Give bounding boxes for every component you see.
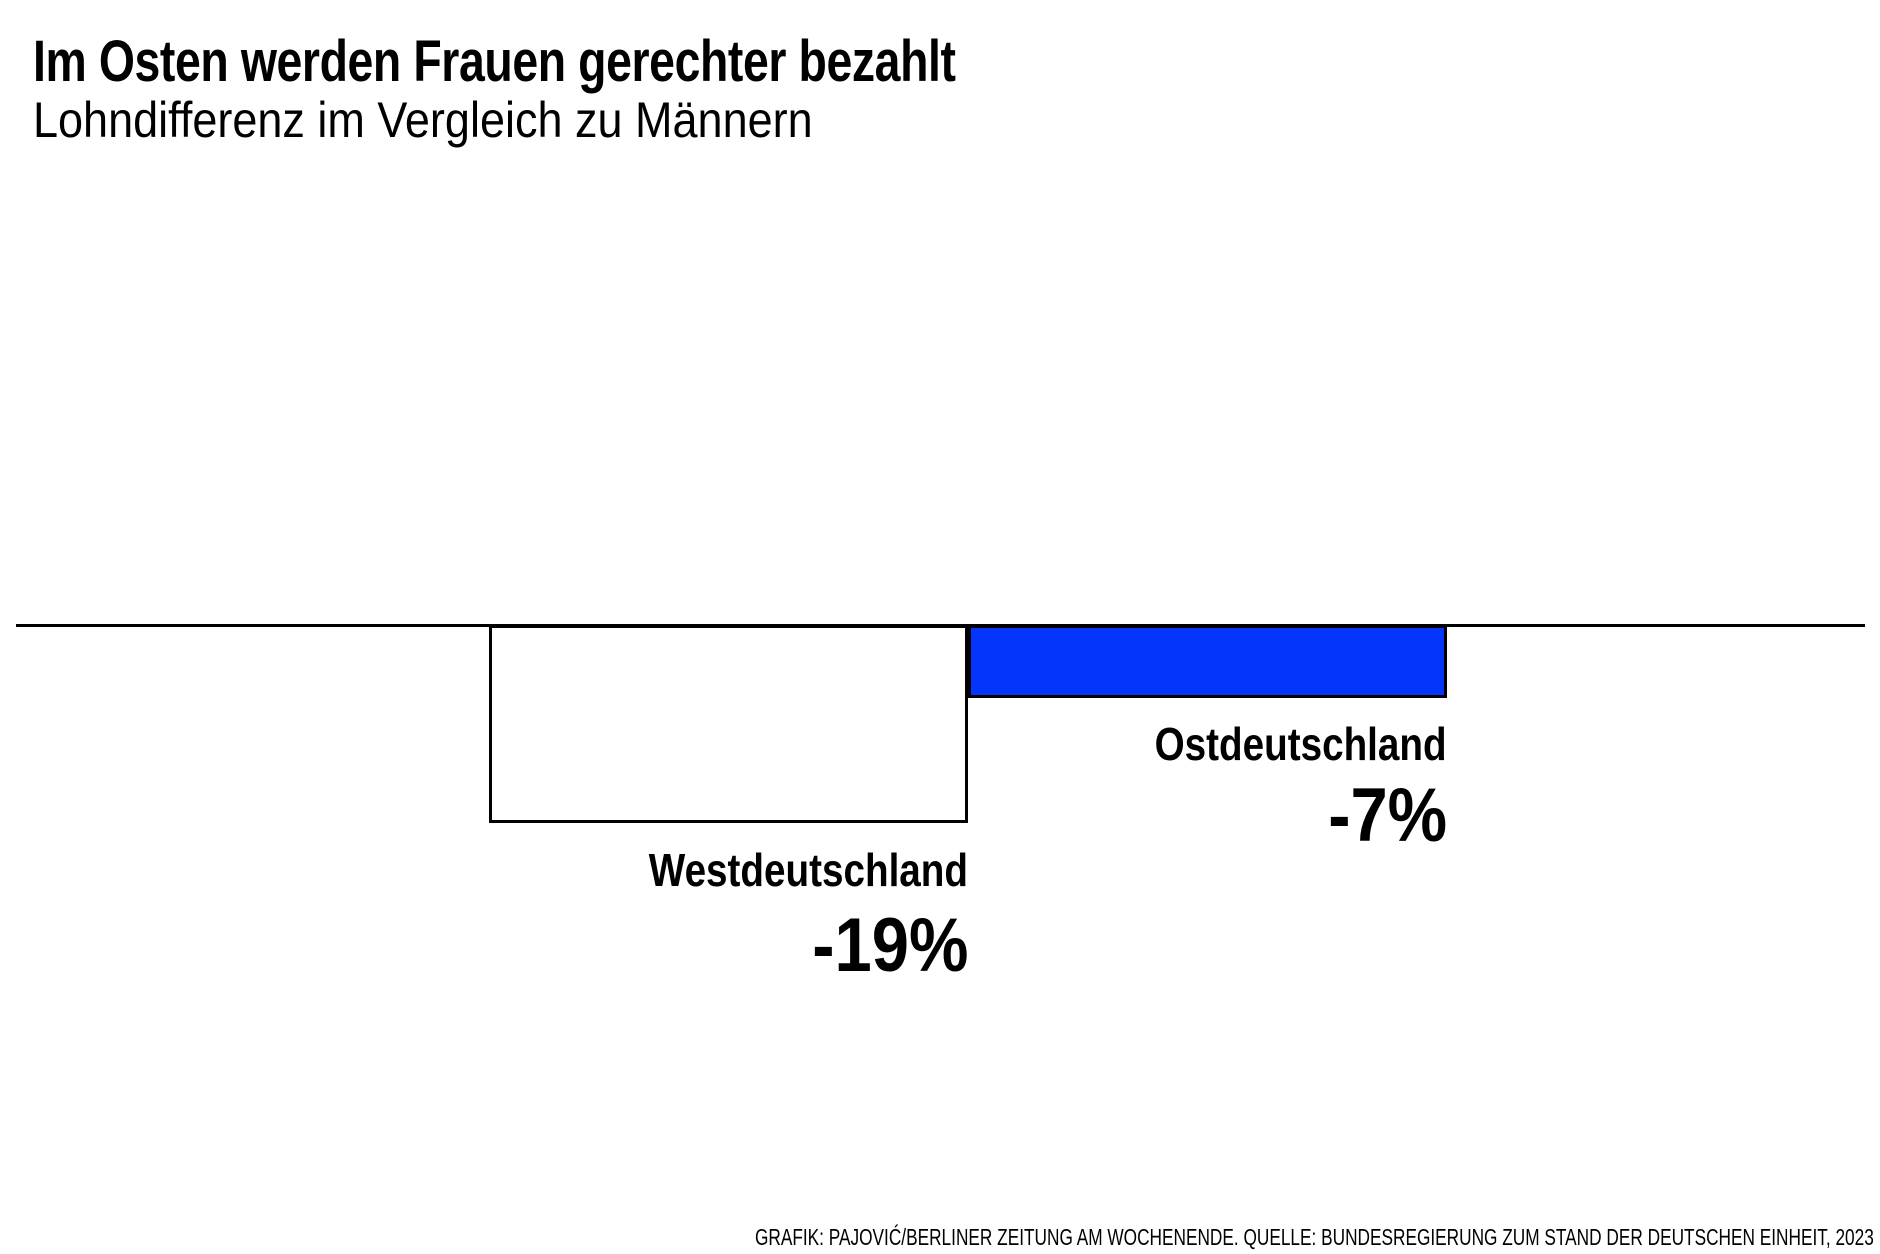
bar-value-ostdeutschland: -7% [1328,773,1447,858]
bar-westdeutschland [489,625,968,823]
chart-title: Im Osten werden Frauen gerechter bezahlt [33,29,956,94]
credit-line: GRAFIK: PAJOVIĆ/BERLINER ZEITUNG AM WOCH… [755,1224,1874,1250]
bar-value-westdeutschland: -19% [811,903,968,988]
bar-label-ostdeutschland: Ostdeutschland [1155,718,1447,770]
bar-ostdeutschland [968,625,1447,698]
chart-subtitle: Lohndifferenz im Vergleich zu Männern [33,92,813,148]
bar-label-westdeutschland: Westdeutschland [648,844,968,896]
